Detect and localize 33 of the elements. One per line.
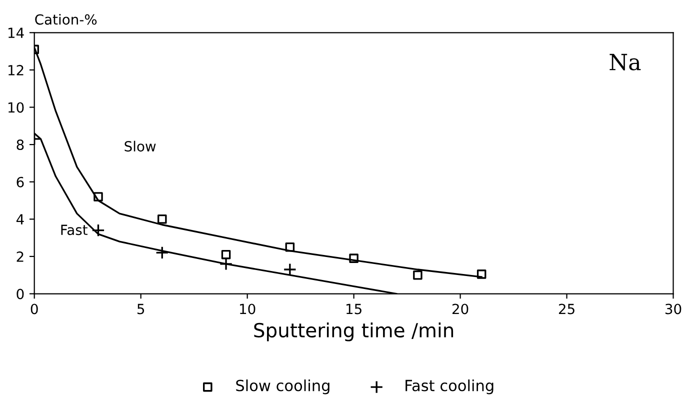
x-tick-label: 0 (30, 304, 38, 314)
legend-label: Fast cooling (406, 379, 494, 394)
y-tick-label: 0 (16, 288, 24, 300)
y-tick-label: 8 (16, 140, 24, 150)
y-tick-label: 10 (8, 102, 24, 113)
x-tick-label: 15 (346, 304, 362, 314)
y-tick-label: 4 (16, 214, 24, 224)
point (92, 224, 105, 237)
x-tick-label: 10 (240, 304, 256, 314)
y-tick-label: 2 (16, 251, 24, 262)
x-tick-label: 20 (452, 304, 468, 314)
annotation: Fast (61, 224, 88, 236)
annotation: Slow (124, 140, 156, 152)
x-axis-title: Sputtering time /min (254, 322, 454, 342)
point (221, 250, 231, 260)
x-tick-label: 5 (137, 304, 144, 314)
point (476, 270, 486, 279)
annotation: Na (610, 54, 641, 70)
point (285, 242, 295, 252)
x-tick-label: 30 (665, 304, 682, 314)
point (283, 262, 297, 276)
point (349, 254, 358, 263)
point (157, 214, 167, 224)
point (413, 270, 422, 280)
x-tick-label: 25 (558, 304, 574, 314)
legend-label: Slow cooling (236, 379, 330, 394)
y-tick-label: 6 (16, 176, 24, 188)
point (94, 192, 103, 202)
point (219, 257, 233, 271)
y-tick-label: 12 (8, 64, 24, 76)
point (155, 246, 169, 260)
y-tick-label: 14 (8, 28, 24, 38)
y-axis-title: Cation-% (35, 14, 97, 25)
